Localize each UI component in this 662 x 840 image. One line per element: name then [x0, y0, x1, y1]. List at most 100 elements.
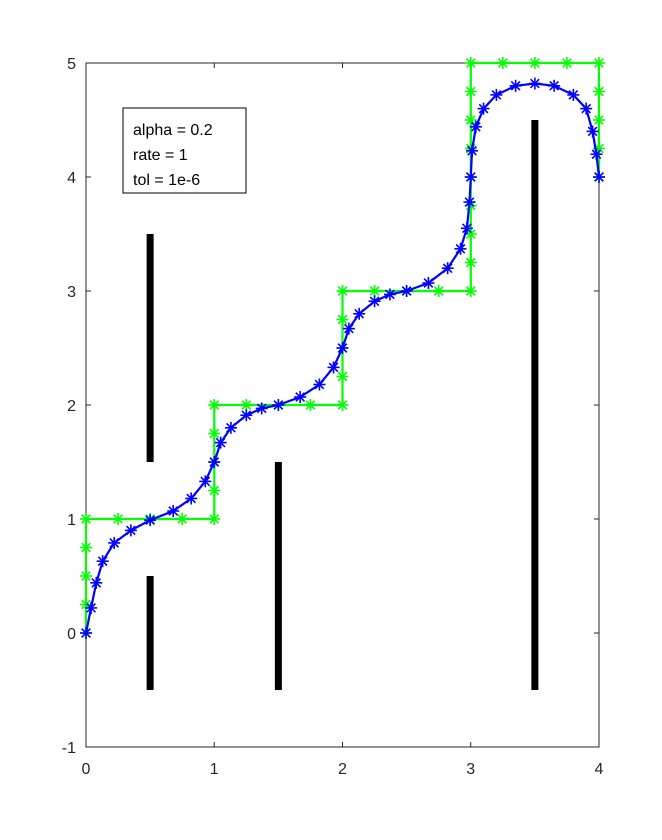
marker-stroke: [126, 525, 136, 536]
annotation-line-1: alpha = 0.2: [133, 122, 213, 139]
marker-stroke: [433, 286, 444, 296]
series-point: [580, 102, 593, 115]
series-point: [167, 505, 180, 518]
marker-stroke: [465, 58, 476, 68]
series-point: [240, 399, 253, 411]
marker-stroke: [591, 149, 602, 160]
series-point: [464, 171, 477, 183]
x-tick-label: 1: [210, 761, 219, 778]
annotation-line-2: rate = 1: [133, 147, 188, 164]
series-point: [342, 322, 355, 335]
series-point: [593, 114, 605, 126]
marker-stroke: [168, 506, 179, 516]
series-point: [124, 524, 137, 537]
series-point: [593, 57, 605, 69]
series-point: [586, 125, 599, 138]
marker-stroke: [401, 286, 412, 296]
series-point: [460, 222, 473, 235]
series-point: [590, 148, 603, 161]
series-point: [85, 601, 98, 614]
series-point: [422, 277, 435, 290]
series-point: [144, 514, 157, 527]
x-tick-label: 3: [466, 761, 475, 778]
series-point: [208, 456, 221, 468]
series-point: [464, 114, 477, 126]
series-point: [464, 57, 477, 69]
marker-stroke: [209, 457, 220, 467]
marker-stroke: [145, 515, 156, 526]
marker-stroke: [497, 58, 508, 68]
marker-stroke: [465, 115, 476, 125]
marker-stroke: [109, 538, 120, 548]
series-point: [509, 79, 522, 92]
series-point: [528, 77, 541, 90]
marker-stroke: [113, 514, 123, 524]
marker-stroke: [549, 80, 559, 91]
series-1: [80, 57, 605, 639]
marker-stroke: [295, 392, 306, 402]
series-point: [224, 421, 237, 434]
series-point: [80, 541, 92, 554]
marker-stroke: [587, 126, 598, 137]
series-point: [432, 285, 445, 297]
series-point: [593, 171, 605, 183]
series-point: [214, 436, 227, 449]
marker-stroke: [337, 314, 348, 325]
annotation-line-3: tol = 1e-6: [133, 172, 200, 189]
series-point: [112, 513, 125, 525]
series-point: [441, 262, 454, 275]
marker-stroke: [344, 323, 354, 334]
series-point: [255, 402, 268, 415]
series-2: [80, 77, 605, 639]
marker-stroke: [467, 145, 477, 156]
series-point: [368, 295, 381, 308]
marker-stroke: [81, 542, 91, 553]
marker-stroke: [337, 371, 348, 382]
marker-stroke: [581, 103, 592, 114]
marker-stroke: [97, 556, 108, 567]
series-point: [208, 399, 221, 411]
marker-stroke: [462, 223, 472, 234]
annotation-frame: [122, 107, 247, 194]
marker-stroke: [455, 243, 466, 254]
marker-stroke: [465, 229, 476, 239]
marker-stroke: [442, 263, 453, 274]
marker-stroke: [256, 403, 267, 414]
series-point: [593, 85, 605, 98]
marker-stroke: [81, 514, 91, 524]
marker-stroke: [328, 362, 339, 373]
series-point: [208, 427, 221, 440]
series-point: [477, 102, 490, 115]
marker-stroke: [464, 197, 475, 207]
series-point: [464, 256, 477, 269]
marker-stroke: [465, 86, 476, 97]
series-point: [336, 313, 349, 326]
marker-stroke: [594, 172, 604, 182]
series-point: [454, 242, 467, 255]
y-tick-label: 4: [67, 170, 76, 187]
marker-stroke: [510, 80, 521, 91]
marker-stroke: [81, 571, 91, 581]
marker-stroke: [177, 514, 188, 524]
series-point: [272, 399, 285, 411]
series-point: [368, 285, 381, 297]
marker-stroke: [241, 410, 252, 421]
series-point: [80, 570, 92, 582]
series-point: [313, 378, 326, 391]
series-point: [400, 285, 413, 297]
marker-stroke: [209, 514, 220, 524]
series-point: [199, 475, 212, 488]
series-point: [528, 57, 541, 69]
marker-stroke: [491, 90, 502, 100]
y-tick-label: 0: [67, 626, 76, 643]
marker-stroke: [86, 603, 97, 613]
marker-stroke: [273, 400, 284, 410]
series: [80, 57, 605, 639]
y-tick-label: 3: [67, 284, 76, 301]
series-point: [548, 79, 561, 92]
series-point: [208, 513, 221, 525]
series-point: [463, 196, 476, 209]
marker-stroke: [337, 286, 348, 296]
series-point: [464, 85, 477, 98]
